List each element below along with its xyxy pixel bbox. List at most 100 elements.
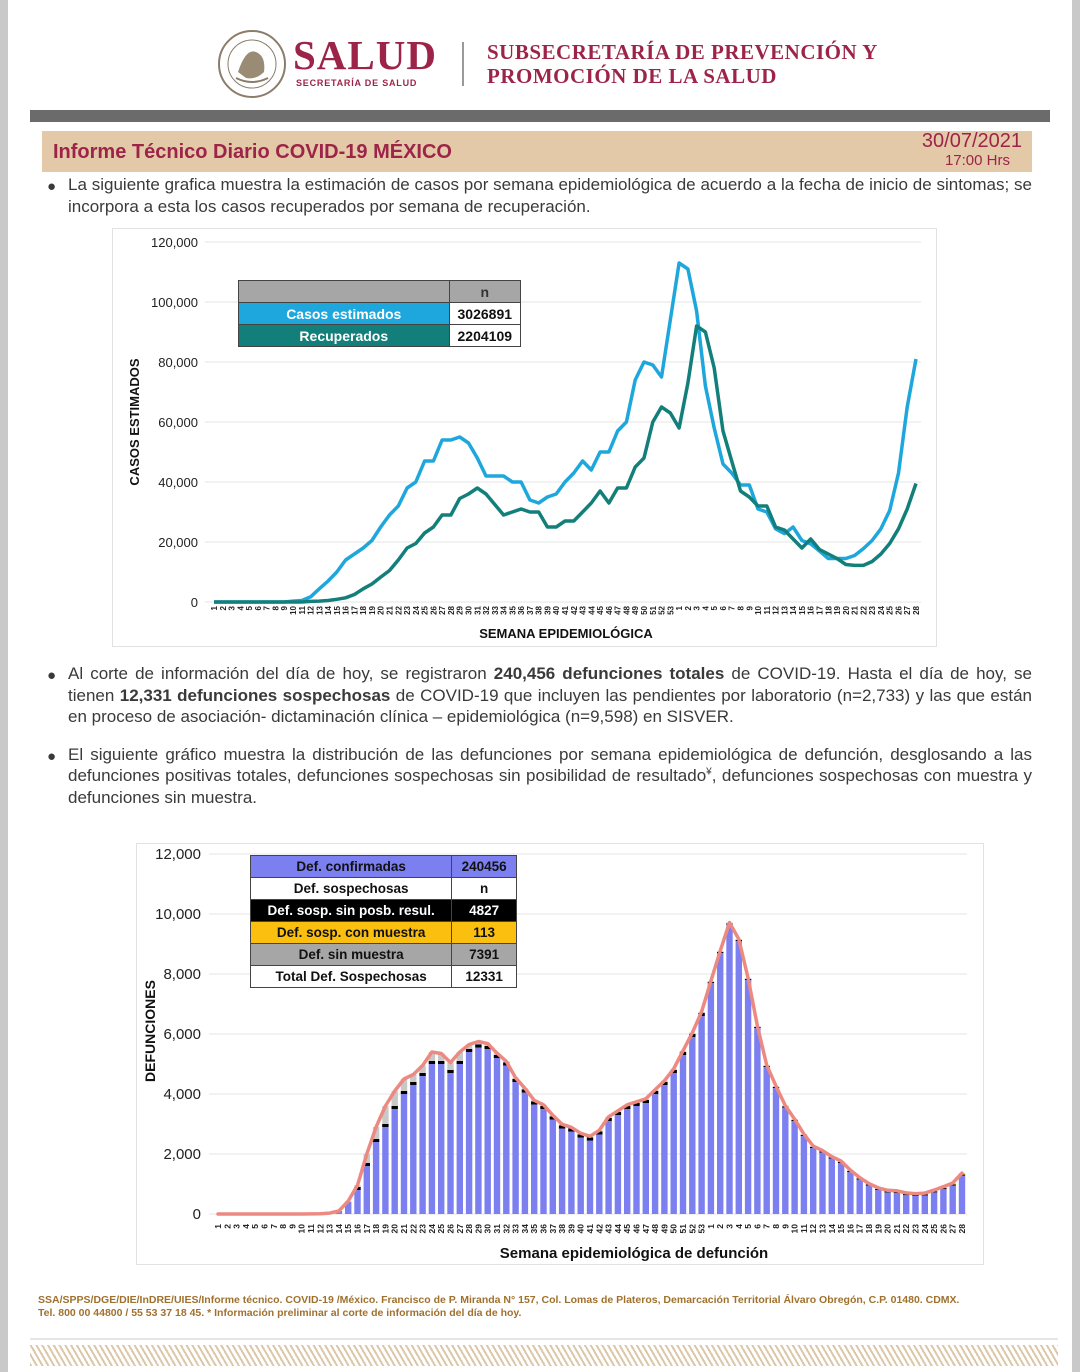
x-tick-label: 49 — [659, 1224, 669, 1234]
x-tick-label: 14 — [334, 1224, 344, 1234]
legend-value-total-sospechosas: 12331 — [451, 965, 517, 988]
x-tick-label: 43 — [579, 605, 588, 614]
x-tick-label: 6 — [254, 605, 263, 610]
x-tick-label: 17 — [362, 1224, 372, 1234]
x-tick-label: 31 — [473, 605, 482, 614]
legend-header-blank — [238, 280, 450, 303]
x-tick-label: 14 — [827, 1224, 837, 1234]
x-tick-label: 34 — [520, 1224, 530, 1234]
x-tick-label: 7 — [263, 605, 272, 610]
bar-segment — [614, 1112, 622, 1115]
x-tick-label: 11 — [799, 1224, 809, 1233]
bar-segment — [921, 1195, 928, 1214]
x-tick-label: 24 — [920, 1224, 930, 1234]
x-tick-label: 3 — [693, 605, 702, 610]
x-tick-label: 8 — [271, 605, 280, 610]
bar-segment — [447, 1073, 454, 1214]
bar-segment — [949, 1184, 956, 1186]
text: , defunciones sospechosas con muestra y … — [68, 766, 1032, 807]
paragraph-deaths-chart-intro: ● El siguiente gráfico muestra la distrib… — [47, 744, 1032, 809]
x-tick-label: 20 — [883, 1224, 893, 1234]
bar-segment — [531, 1104, 538, 1214]
bar-segment — [438, 1061, 445, 1064]
legend-label-recuperados: Recuperados — [238, 324, 450, 347]
y-tick-label: 120,000 — [151, 235, 198, 250]
x-tick-label: 52 — [658, 605, 667, 614]
x-tick-label: 8 — [771, 1224, 781, 1229]
x-tick-label: 10 — [754, 605, 763, 614]
x-tick-label: 10 — [790, 1224, 800, 1234]
x-tick-label: 6 — [752, 1224, 762, 1229]
x-tick-label: 18 — [359, 605, 368, 614]
report-title: Informe Técnico Diario COVID-19 MÉXICO — [53, 141, 452, 163]
x-tick-label: 21 — [851, 605, 860, 614]
x-tick-label: 22 — [394, 605, 403, 614]
x-tick-label: 27 — [948, 1224, 958, 1234]
bar-segment — [800, 1136, 808, 1214]
x-tick-label: 48 — [650, 1224, 660, 1234]
bar-segment — [772, 1088, 780, 1214]
bar-segment — [428, 1064, 436, 1214]
header-bar — [30, 110, 1050, 122]
salud-logo-text: SALUD — [293, 32, 437, 78]
x-tick-label: 7 — [728, 605, 737, 610]
legend-label-con-muestra: Def. sosp. con muestra — [249, 921, 453, 944]
x-tick-label: 28 — [957, 1224, 967, 1234]
header-divider — [462, 42, 464, 86]
x-tick-label: 16 — [342, 605, 351, 614]
bar-segment — [438, 1053, 445, 1061]
x-tick-label: 26 — [938, 1224, 948, 1234]
bar-segment — [391, 1091, 398, 1106]
x-tick-label: 50 — [640, 605, 649, 614]
x-tick-label: 19 — [368, 605, 377, 614]
bar-segment — [558, 1125, 566, 1129]
bar-segment — [856, 1179, 863, 1214]
x-tick-label: 23 — [911, 1224, 921, 1234]
bar-segment — [521, 1092, 529, 1214]
series-line-casos-estimados — [214, 261, 918, 604]
bar-segment — [419, 1076, 426, 1214]
x-tick-label: 49 — [631, 605, 640, 614]
x-tick-label: 32 — [501, 1224, 511, 1234]
x-tick-label: 27 — [903, 605, 912, 614]
y-tick-label: 0 — [191, 595, 198, 610]
x-tick-label: 24 — [877, 605, 886, 614]
x-tick-label: 45 — [622, 1224, 632, 1234]
x-tick-label: 15 — [343, 1224, 353, 1234]
x-tick-label: 26 — [429, 605, 438, 614]
legend-value-con-muestra: 113 — [451, 921, 517, 944]
x-tick-label: 1 — [675, 605, 684, 610]
legend-value-casos-estimados: 3026891 — [448, 302, 522, 325]
legend-label-sin-posb-resul: Def. sosp. sin posb. resul. — [249, 899, 453, 922]
bullet-icon: ● — [47, 667, 57, 684]
x-tick-label: 10 — [297, 1224, 307, 1234]
x-tick-label: 16 — [353, 1224, 363, 1234]
x-tick-label: 27 — [455, 1224, 465, 1234]
x-tick-label: 12 — [307, 605, 316, 614]
y-tick-label: 12,000 — [155, 846, 201, 863]
bar-segment — [382, 1106, 389, 1124]
x-tick-label: 23 — [868, 605, 877, 614]
x-tick-label: 5 — [245, 605, 254, 610]
x-tick-label: 53 — [666, 605, 675, 614]
x-tick-label: 35 — [529, 1224, 539, 1234]
bar-segment — [345, 1202, 352, 1214]
y-tick-label: 20,000 — [158, 535, 198, 550]
bar-segment — [363, 1163, 370, 1166]
x-tick-label: 6 — [260, 1224, 270, 1229]
bar-segment — [717, 953, 724, 1214]
text: Al corte de información del día de hoy, … — [68, 664, 494, 683]
y-tick-label: 8,000 — [163, 966, 201, 983]
x-tick-label: 5 — [743, 1224, 753, 1229]
bar-segment — [372, 1139, 380, 1142]
bar-segment — [382, 1124, 389, 1127]
x-tick-label: 46 — [632, 1224, 642, 1234]
bar-segment — [698, 1016, 705, 1214]
paragraph-block-1: ● La siguiente grafica muestra la estimac… — [47, 174, 1032, 217]
bar-segment — [837, 1163, 845, 1214]
x-tick-label: 7 — [762, 1224, 772, 1229]
x-tick-label: 24 — [427, 1224, 437, 1234]
x-tick-label: 19 — [380, 1224, 390, 1234]
x-tick-label: 27 — [438, 605, 447, 614]
